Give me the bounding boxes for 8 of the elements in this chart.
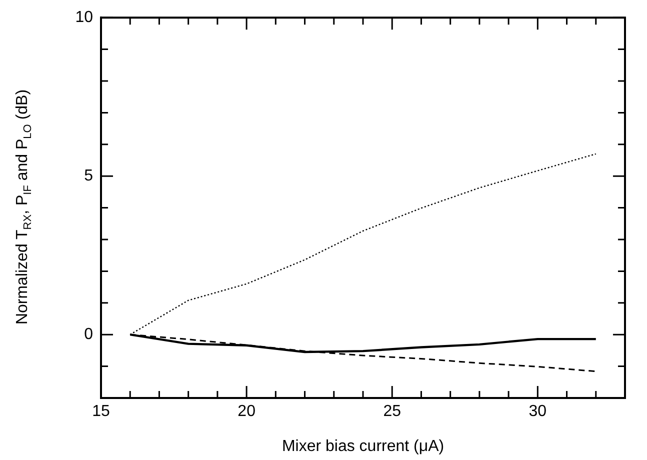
y-tick-label: 5 [84, 168, 94, 185]
y-tick-label: 10 [75, 9, 94, 26]
x-tick-label: 20 [238, 403, 256, 420]
x-tick-label: 25 [383, 403, 402, 420]
x-tick-label: 15 [92, 403, 110, 420]
y-tick-label: 0 [84, 326, 94, 344]
x-axis-title: Mixer bias current (μA) [282, 438, 444, 455]
x-tick-label: 30 [528, 403, 547, 420]
